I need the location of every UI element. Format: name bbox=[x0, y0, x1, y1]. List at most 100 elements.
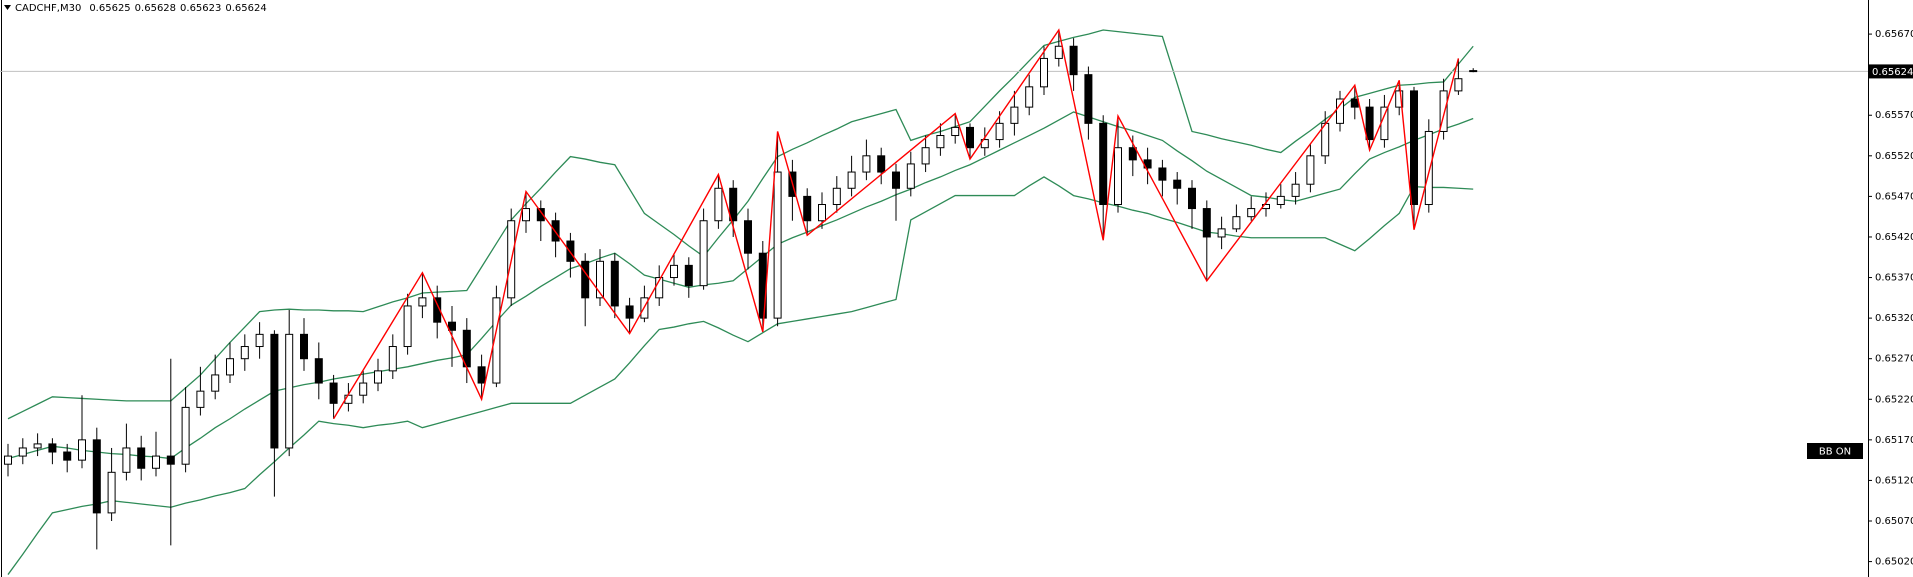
y-tick-label: 0.65470 bbox=[1875, 191, 1913, 202]
candle-body bbox=[226, 358, 234, 376]
last-low: 0.65623 bbox=[180, 3, 221, 14]
candle-body bbox=[374, 370, 382, 384]
candle-body bbox=[596, 260, 604, 299]
candle-body bbox=[92, 439, 101, 514]
candle-body bbox=[63, 451, 72, 461]
candle-body bbox=[477, 366, 486, 384]
plot-area: 0.65670 0.65570 0.65520 0.65470 0.65420 0.653… bbox=[0, 28, 1913, 575]
candle-body bbox=[1188, 187, 1196, 210]
candle-body bbox=[1114, 147, 1122, 206]
current-price-box bbox=[1869, 64, 1913, 79]
candle-body bbox=[714, 187, 723, 222]
candle-body bbox=[492, 297, 501, 384]
candle-body bbox=[1380, 106, 1389, 141]
candle-body bbox=[744, 220, 752, 254]
candle-body bbox=[255, 333, 264, 348]
candle-body bbox=[270, 333, 279, 449]
candle-body bbox=[684, 264, 693, 287]
candle-body bbox=[1291, 183, 1300, 197]
candle-body bbox=[448, 321, 456, 331]
candle-body bbox=[388, 346, 397, 372]
candle-body bbox=[625, 305, 634, 319]
candle-body bbox=[1410, 90, 1418, 206]
candle-body bbox=[78, 439, 86, 461]
candle-body bbox=[211, 374, 220, 392]
candle-body bbox=[1232, 216, 1241, 230]
candle-body bbox=[1128, 147, 1137, 161]
y-tick-label: 0.65270 bbox=[1875, 354, 1913, 365]
candle-body bbox=[566, 240, 575, 262]
candle-body bbox=[966, 126, 974, 149]
candle-body bbox=[1202, 208, 1211, 238]
candle-body bbox=[729, 187, 738, 222]
band-middle bbox=[7, 111, 1474, 460]
candle-body bbox=[1469, 70, 1478, 73]
candle-body bbox=[122, 447, 131, 473]
y-tick-label: 0.65370 bbox=[1875, 273, 1913, 284]
candle-body bbox=[758, 252, 767, 319]
candle-body bbox=[1054, 45, 1063, 59]
candle-body bbox=[1424, 130, 1433, 206]
candle-body bbox=[196, 390, 205, 408]
candle-body bbox=[536, 208, 545, 222]
candle-body bbox=[862, 155, 871, 173]
y-tick-label: 0.65070 bbox=[1875, 516, 1913, 527]
candle-body bbox=[832, 187, 841, 206]
candle-body bbox=[906, 163, 915, 189]
candle-body bbox=[803, 195, 812, 222]
candle-body bbox=[1247, 208, 1256, 218]
y-tick-label: 0.65170 bbox=[1875, 435, 1913, 446]
band-upper bbox=[7, 29, 1474, 420]
candle-body bbox=[1099, 122, 1108, 206]
candle-body bbox=[314, 358, 323, 384]
candle-body bbox=[773, 171, 782, 319]
candle-body bbox=[581, 260, 590, 299]
candle-body bbox=[1173, 179, 1182, 189]
overlay: CADCHF,M30 0.65625 0.65628 0.65623 0.65624 B… bbox=[4, 3, 1913, 459]
candle-body bbox=[1069, 45, 1078, 76]
candle-body bbox=[921, 147, 930, 165]
candle-body bbox=[610, 260, 619, 307]
symbol: CADCHF,M30 bbox=[15, 3, 81, 14]
candle-body bbox=[1454, 78, 1463, 92]
current-price-label: 0.65624 bbox=[1872, 67, 1913, 78]
y-tick-label: 0.65320 bbox=[1875, 313, 1913, 324]
candle-body bbox=[240, 346, 249, 360]
last-close: 0.65624 bbox=[225, 3, 266, 14]
candle-body bbox=[522, 208, 530, 222]
candle-body bbox=[951, 126, 960, 137]
zigzag-line bbox=[333, 28, 1460, 420]
menu-triangle[interactable] bbox=[4, 5, 11, 10]
indicator-box[interactable] bbox=[1807, 443, 1863, 459]
candle-body bbox=[892, 171, 900, 189]
candle-body bbox=[995, 122, 1004, 141]
candle-body bbox=[1365, 106, 1374, 141]
candle-body bbox=[670, 264, 678, 279]
indicator-label[interactable]: BB ON bbox=[1819, 447, 1851, 458]
candle-body bbox=[48, 443, 57, 453]
candle-body bbox=[877, 155, 886, 173]
candle-body bbox=[1217, 228, 1226, 238]
candle-body bbox=[1350, 98, 1359, 108]
last-open: 0.65625 bbox=[89, 3, 130, 14]
band-lower bbox=[7, 176, 1474, 575]
candle-body bbox=[1395, 90, 1404, 108]
candle-body bbox=[329, 382, 338, 404]
candle-body bbox=[433, 297, 442, 323]
candle-body bbox=[166, 455, 175, 465]
candle-body bbox=[107, 471, 116, 514]
y-tick-label: 0.65570 bbox=[1875, 110, 1913, 121]
y-tick-label: 0.65020 bbox=[1875, 557, 1913, 568]
candle-body bbox=[818, 204, 826, 222]
y-tick-label: 0.65670 bbox=[1875, 29, 1913, 40]
candle-body bbox=[1158, 167, 1167, 181]
y-tick-label: 0.65220 bbox=[1875, 394, 1913, 405]
candle-body bbox=[4, 455, 12, 465]
candle-body bbox=[1025, 86, 1034, 108]
candle-body bbox=[551, 220, 560, 242]
candle-body bbox=[1010, 106, 1019, 124]
candle-body bbox=[403, 305, 412, 348]
